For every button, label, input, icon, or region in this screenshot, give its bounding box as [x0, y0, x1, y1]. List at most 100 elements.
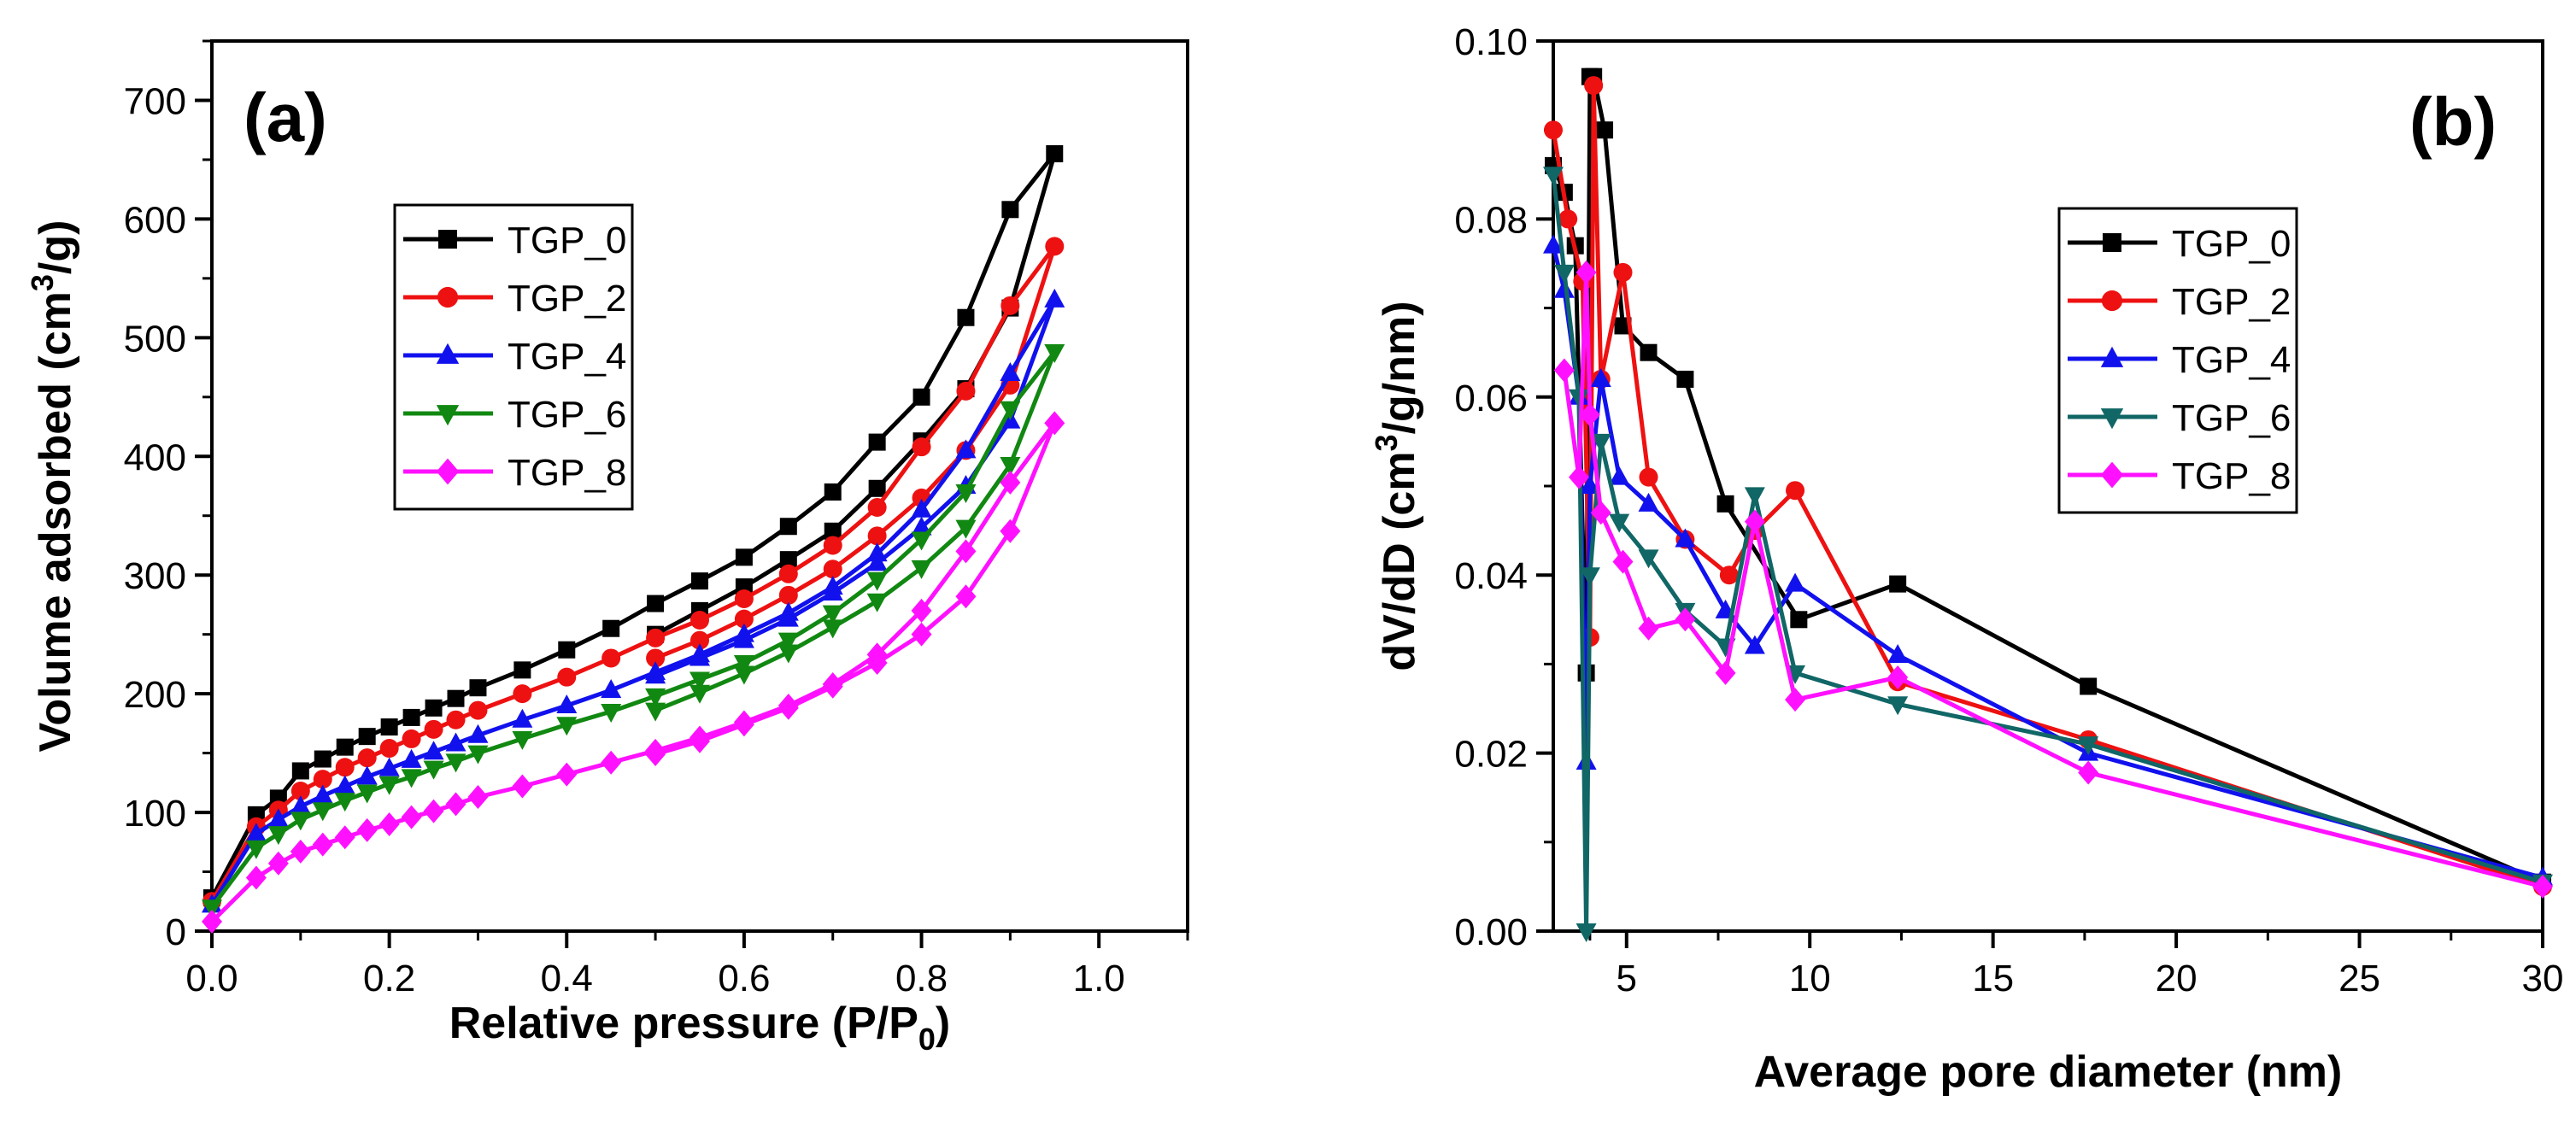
- panel-a-data-point-TGP_2: [513, 684, 532, 704]
- panel-b-data-point-TGP_0: [1676, 370, 1694, 388]
- panel-a-series-line-TGP_8: [210, 420, 1057, 923]
- panel-a-data-point-TGP_4: [312, 784, 333, 804]
- panel-a-series-TGP_2: [202, 237, 1065, 911]
- panel-a-y-tick-label: 700: [124, 80, 186, 122]
- panel-b-data-point-TGP_2: [1584, 76, 1604, 96]
- panel-b-data-point-TGP_8: [1638, 616, 1659, 641]
- panel-b-legend-label-TGP_0: TGP_0: [2172, 223, 2291, 265]
- panel-a-data-point-TGP_8: [512, 774, 533, 799]
- panel-a-data-point-TGP_8: [378, 812, 400, 836]
- panel-a-data-point-TGP_2: [446, 710, 466, 729]
- panel-a-data-point-TGP_4: [245, 823, 267, 842]
- panel-a-data-point-TGP_0: [314, 750, 332, 768]
- panel-b-data-point-TGP_8: [1612, 549, 1634, 574]
- panel-a-data-point-TGP_0: [1001, 201, 1019, 219]
- panel-a-data-point-TGP_6: [467, 745, 489, 765]
- panel-a-data-point-TGP_2: [778, 585, 798, 605]
- panel-a-data-point-TGP_0: [912, 388, 930, 406]
- panel-a-data-point-TGP_8: [245, 865, 267, 890]
- panel-b-data-point-TGP_4: [1887, 643, 1909, 663]
- panel-a-data-point-TGP_6: [267, 826, 289, 846]
- panel-a-data-point-TGP_6: [733, 655, 754, 675]
- panel-b-data-point-TGP_8: [2532, 874, 2553, 899]
- panel-a-data-point-TGP_4: [556, 694, 578, 714]
- panel-a-data-point-TGP_8: [290, 839, 311, 864]
- panel-a-data-point-TGP_8: [601, 750, 622, 775]
- panel-b-data-point-TGP_2: [1786, 481, 1805, 501]
- panel-b-data-point-TGP_2: [1639, 467, 1658, 487]
- panel-a-data-point-TGP_2: [313, 770, 332, 789]
- panel-a-series-line-TGP_0: [209, 151, 1057, 899]
- panel-a-data-point-TGP_2: [912, 437, 931, 457]
- panel-a-legend-label-TGP_4: TGP_4: [508, 336, 626, 378]
- panel-b-data-point-TGP_8: [1569, 465, 1590, 489]
- panel-a-data-point-TGP_4: [866, 552, 888, 571]
- panel-b-y-axis-title-superscript: 3: [1369, 434, 1404, 451]
- panel-a-data-point-TGP_2: [734, 609, 754, 629]
- panel-a-x-tick-label: 1.0: [1073, 958, 1125, 999]
- panel-a-data-point-TGP_4: [1000, 362, 1021, 382]
- panel-b-x-tick-label: 30: [2522, 958, 2564, 999]
- panel-a-data-point-TGP_8: [445, 792, 466, 817]
- panel-a-y-tick-label: 100: [124, 793, 186, 835]
- panel-a-data-point-TGP_2: [734, 589, 754, 608]
- panel-a-y-tick-label: 500: [124, 318, 186, 360]
- panel-b-legend-label-TGP_6: TGP_6: [2172, 397, 2291, 439]
- panel-a-x-tick-label: 0.6: [718, 958, 770, 999]
- panel-a-data-point-TGP_4: [401, 748, 422, 768]
- panel-a-x-tick-label: 0.4: [541, 958, 593, 999]
- panel-b-data-point-TGP_8: [1744, 509, 1765, 534]
- panel-a-y-tick-label: 200: [124, 674, 186, 716]
- panel-a-data-point-TGP_6: [1044, 344, 1065, 364]
- panel-a-data-point-TGP_2: [646, 648, 666, 668]
- panel-a-data-point-TGP_6: [423, 760, 444, 780]
- panel-a-data-point-TGP_8: [689, 729, 710, 753]
- panel-a-data-point-TGP_4: [267, 808, 289, 828]
- panel-a-data-point-TGP_4: [601, 678, 622, 698]
- panel-a-data-point-TGP_6: [202, 899, 222, 919]
- panel-a-data-point-TGP_0: [824, 483, 842, 501]
- panel-a-data-point-TGP_6: [733, 665, 754, 685]
- panel-a-data-point-TGP_6: [245, 840, 267, 859]
- panel-a-legend-marker-TGP_8: [436, 458, 460, 485]
- panel-a-data-point-TGP_0: [358, 728, 376, 746]
- panel-a-data-point-TGP_2: [823, 560, 842, 579]
- panel-a-data-point-TGP_4: [911, 516, 932, 536]
- panel-b-y-tick-label: 0.04: [1454, 555, 1528, 597]
- panel-b-data-point-TGP_0: [1640, 343, 1658, 361]
- panel-b-data-point-TGP_6: [1553, 264, 1575, 284]
- panel-b-data-point-TGP_4: [1609, 466, 1630, 485]
- panel-b-y-tick-label: 0.08: [1454, 199, 1528, 241]
- panel-a-data-point-TGP_2: [468, 700, 488, 720]
- panel-b-y-tick-label: 0.10: [1454, 21, 1528, 63]
- panel-a-data-point-TGP_8: [1044, 411, 1065, 436]
- panel-b-series-TGP_4: [1543, 234, 2553, 886]
- panel-b-data-point-TGP_6: [1744, 487, 1765, 507]
- panel-a-series-TGP_4: [202, 288, 1065, 913]
- panel-b-data-point-TGP_0: [2080, 677, 2098, 695]
- panel-b-data-point-TGP_4: [1785, 572, 1806, 592]
- panel-a-data-point-TGP_4: [866, 542, 888, 562]
- panel-b-data-point-TGP_0: [1889, 575, 1907, 593]
- panel-a-data-point-TGP_4: [733, 629, 754, 648]
- panel-a-data-point-TGP_6: [866, 571, 888, 591]
- panel-b-frame: [1552, 39, 2544, 933]
- panel-a-data-point-TGP_0: [824, 522, 842, 540]
- panel-a-data-point-TGP_2: [690, 630, 709, 650]
- panel-a-legend-marker-TGP_0: [438, 230, 457, 249]
- panel-a-x-axis-title-tail: ): [936, 999, 950, 1048]
- panel-a-data-point-TGP_8: [1000, 470, 1021, 495]
- panel-a-data-point-TGP_6: [601, 703, 622, 723]
- panel-a-x-tick-label: 0.2: [363, 958, 415, 999]
- panel-a-data-point-TGP_6: [911, 531, 932, 551]
- panel-b-data-point-TGP_2: [1544, 120, 1563, 140]
- panel-a-series-line-TGP_2: [209, 243, 1057, 903]
- panel-a-data-point-TGP_4: [689, 647, 710, 666]
- panel-a-data-point-TGP_0: [691, 572, 708, 590]
- panel-a-series-line-TGP_6: [209, 349, 1057, 909]
- panel-a-data-point-TGP_4: [1044, 288, 1065, 308]
- panel-b-data-point-TGP_0: [1790, 611, 1808, 629]
- panel-b-y-tick-label: 0.00: [1454, 911, 1528, 953]
- panel-a-data-point-TGP_0: [779, 551, 797, 569]
